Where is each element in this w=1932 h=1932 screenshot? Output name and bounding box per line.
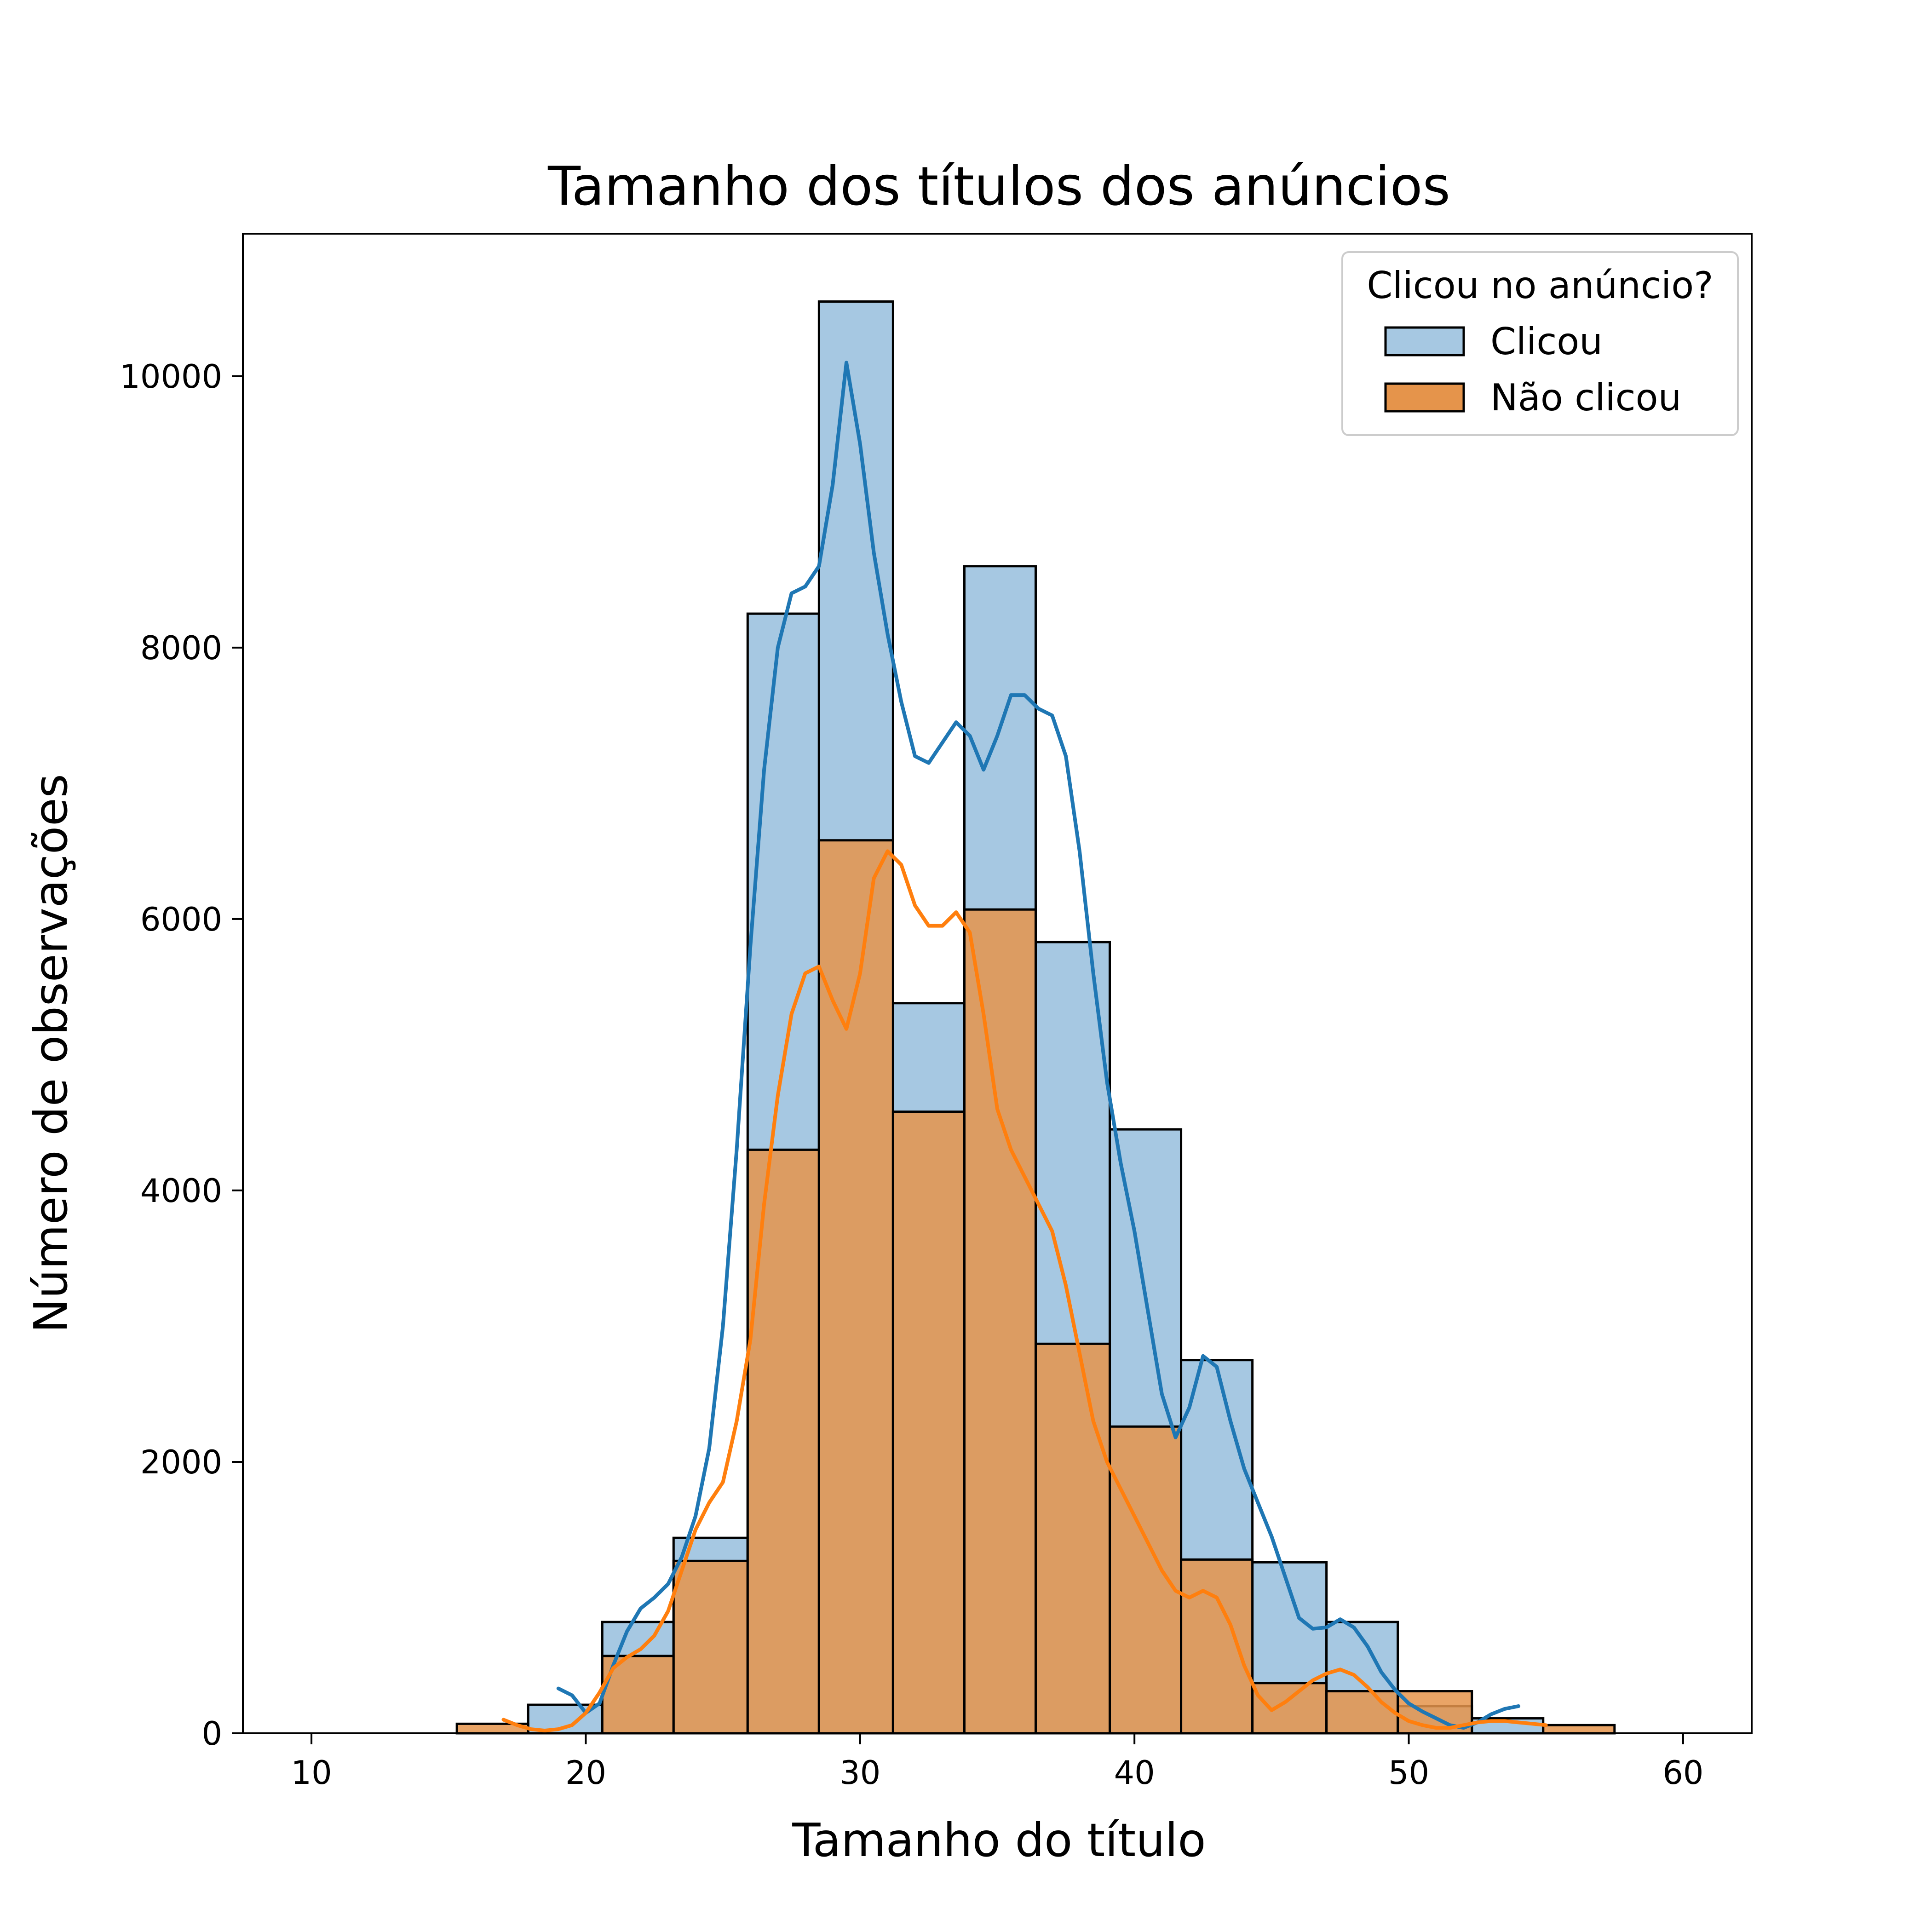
bar-nao-clicou-11 <box>1325 1690 1399 1735</box>
y-tick-label-2000: 2000 <box>140 1443 222 1481</box>
bar-nao-clicou-9 <box>1180 1558 1254 1735</box>
legend-label-clicou: Clicou <box>1490 320 1603 363</box>
plot-frame <box>242 233 1753 1734</box>
x-tick-label-50: 50 <box>1388 1754 1429 1792</box>
x-tick-label-40: 40 <box>1114 1754 1155 1792</box>
y-tick-label-10000: 10000 <box>120 358 222 396</box>
x-tick-label-10: 10 <box>291 1754 332 1792</box>
y-tick-label-8000: 8000 <box>140 629 222 667</box>
bar-nao-clicou-6 <box>963 908 1037 1735</box>
y-axis-ticks: 0 2000 4000 6000 8000 10000 <box>120 358 243 1753</box>
y-axis-label: Número de observações <box>24 774 78 1333</box>
x-axis-ticks: 10 20 30 40 50 60 <box>291 1733 1703 1792</box>
bar-nao-clicou-5 <box>891 1110 966 1735</box>
bar-nao-clicou-2 <box>672 1559 749 1735</box>
chart-title: Tamanho dos títulos dos anúncios <box>547 155 1450 218</box>
y-tick-label-0: 0 <box>201 1715 222 1753</box>
bar-nao-clicou-3 <box>746 1148 820 1735</box>
legend-swatch-nao-clicou <box>1384 382 1465 413</box>
y-tick-label-6000: 6000 <box>140 901 222 938</box>
bar-nao-clicou-10 <box>1251 1682 1328 1735</box>
x-axis-label: Tamanho do título <box>792 1813 1206 1867</box>
x-tick-label-60: 60 <box>1662 1754 1703 1792</box>
legend-swatch-clicou <box>1384 326 1465 356</box>
y-tick-label-4000: 4000 <box>140 1172 222 1210</box>
bar-nao-clicou-13 <box>1542 1724 1616 1735</box>
kde-lines <box>501 361 1548 1733</box>
legend-title: Clicou no anúncio? <box>1367 264 1713 307</box>
kde-line-nao-clicou <box>501 849 1548 1733</box>
bar-nao-clicou-4 <box>817 839 894 1735</box>
legend: Clicou no anúncio? Clicou Não clicou <box>1341 251 1739 436</box>
bars-nao-clicou <box>455 839 1616 1735</box>
kde-line-clicou <box>556 361 1521 1730</box>
x-tick-label-20: 20 <box>565 1754 606 1792</box>
x-tick-label-30: 30 <box>840 1754 880 1792</box>
legend-label-nao-clicou: Não clicou <box>1490 376 1681 419</box>
bar-nao-clicou-7 <box>1034 1342 1111 1735</box>
